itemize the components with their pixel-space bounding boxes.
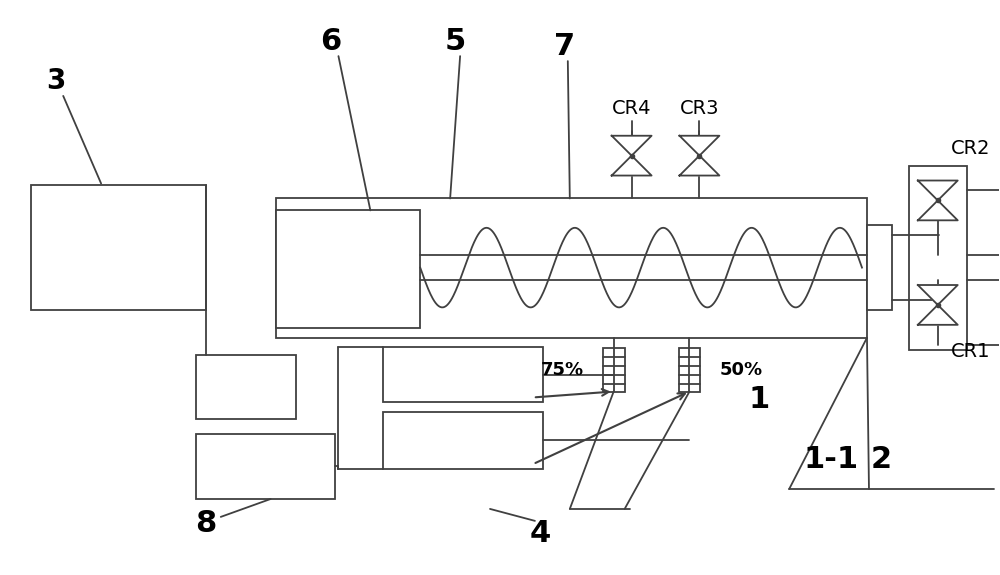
Bar xyxy=(383,347,543,402)
Text: 7: 7 xyxy=(554,32,575,61)
Text: 3: 3 xyxy=(47,67,66,95)
Text: 8: 8 xyxy=(195,509,216,538)
Bar xyxy=(196,434,335,499)
Polygon shape xyxy=(918,181,958,201)
Polygon shape xyxy=(612,156,652,175)
Bar xyxy=(603,348,625,393)
Bar xyxy=(383,412,543,469)
Polygon shape xyxy=(918,285,958,305)
Polygon shape xyxy=(612,136,652,156)
Text: 2: 2 xyxy=(870,444,892,474)
Bar xyxy=(867,225,892,310)
Polygon shape xyxy=(680,136,719,156)
Text: CR2: CR2 xyxy=(951,139,990,158)
Text: CR3: CR3 xyxy=(680,99,719,118)
Text: 4: 4 xyxy=(529,519,551,549)
Text: CR1: CR1 xyxy=(951,342,990,361)
Polygon shape xyxy=(918,201,958,220)
Text: 50%: 50% xyxy=(719,361,763,378)
Text: 1-1: 1-1 xyxy=(804,444,859,474)
Text: 6: 6 xyxy=(320,26,341,56)
Text: 5: 5 xyxy=(445,26,466,56)
Text: 1: 1 xyxy=(749,385,770,414)
Text: 75%: 75% xyxy=(541,361,584,378)
Polygon shape xyxy=(680,156,719,175)
Bar xyxy=(196,355,296,419)
Text: CR4: CR4 xyxy=(612,99,651,118)
Bar xyxy=(276,210,420,328)
Bar xyxy=(276,198,867,338)
Bar xyxy=(909,166,967,350)
Bar xyxy=(31,186,206,310)
Bar xyxy=(679,348,700,393)
Polygon shape xyxy=(918,305,958,325)
